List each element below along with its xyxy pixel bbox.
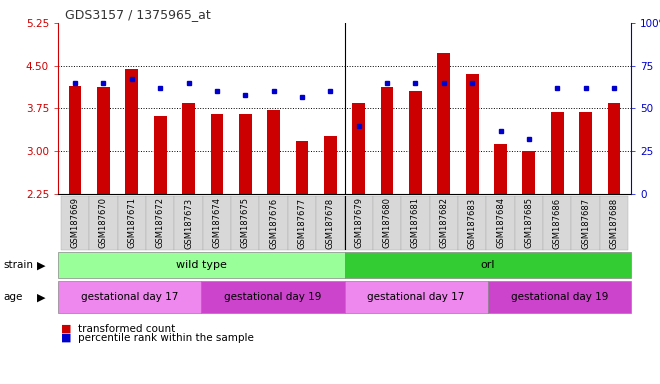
Text: GSM187681: GSM187681 — [411, 197, 420, 248]
Bar — [69, 86, 81, 194]
Bar — [125, 69, 138, 194]
FancyBboxPatch shape — [174, 196, 203, 250]
Text: GSM187676: GSM187676 — [269, 197, 278, 248]
Bar — [296, 141, 308, 194]
FancyBboxPatch shape — [373, 196, 401, 250]
FancyBboxPatch shape — [543, 196, 572, 250]
FancyBboxPatch shape — [203, 196, 231, 250]
FancyBboxPatch shape — [430, 196, 458, 250]
Text: gestational day 19: gestational day 19 — [224, 292, 321, 302]
FancyBboxPatch shape — [316, 196, 345, 250]
Text: GSM187674: GSM187674 — [213, 197, 221, 248]
Bar — [579, 113, 592, 194]
FancyBboxPatch shape — [61, 196, 89, 250]
Text: GDS3157 / 1375965_at: GDS3157 / 1375965_at — [65, 8, 211, 21]
Text: gestational day 19: gestational day 19 — [511, 292, 608, 302]
Text: gestational day 17: gestational day 17 — [81, 292, 178, 302]
Text: ■: ■ — [61, 333, 72, 343]
Bar — [438, 53, 450, 194]
Text: ▶: ▶ — [38, 292, 46, 302]
Text: GSM187687: GSM187687 — [581, 197, 590, 248]
Text: GSM187669: GSM187669 — [71, 197, 80, 248]
Bar — [154, 116, 166, 194]
Text: GSM187679: GSM187679 — [354, 197, 363, 248]
FancyBboxPatch shape — [458, 196, 486, 250]
Text: GSM187672: GSM187672 — [156, 197, 165, 248]
Bar — [381, 88, 393, 194]
Bar — [466, 74, 478, 194]
FancyBboxPatch shape — [600, 196, 628, 250]
Text: GSM187678: GSM187678 — [326, 197, 335, 248]
FancyBboxPatch shape — [515, 196, 543, 250]
FancyBboxPatch shape — [288, 196, 316, 250]
Bar — [523, 151, 535, 194]
Bar — [324, 136, 337, 194]
Text: transformed count: transformed count — [78, 324, 175, 334]
Bar — [608, 103, 620, 194]
FancyBboxPatch shape — [401, 196, 430, 250]
Text: GSM187671: GSM187671 — [127, 197, 137, 248]
Text: GSM187682: GSM187682 — [440, 197, 448, 248]
Text: GSM187675: GSM187675 — [241, 197, 249, 248]
Bar — [494, 144, 507, 194]
Text: GSM187677: GSM187677 — [298, 197, 306, 248]
Text: ■: ■ — [61, 324, 72, 334]
FancyBboxPatch shape — [117, 196, 146, 250]
Bar — [211, 114, 223, 194]
Bar — [267, 110, 280, 194]
Text: GSM187670: GSM187670 — [99, 197, 108, 248]
FancyBboxPatch shape — [486, 196, 515, 250]
FancyBboxPatch shape — [345, 196, 373, 250]
Bar — [239, 114, 251, 194]
Text: strain: strain — [3, 260, 33, 270]
Text: GSM187673: GSM187673 — [184, 197, 193, 248]
Bar — [352, 103, 365, 194]
Text: wild type: wild type — [176, 260, 227, 270]
Text: orl: orl — [480, 260, 495, 270]
Text: ▶: ▶ — [38, 260, 46, 270]
FancyBboxPatch shape — [146, 196, 174, 250]
Bar — [551, 113, 564, 194]
Text: GSM187683: GSM187683 — [468, 197, 477, 248]
Bar — [97, 88, 110, 194]
Text: GSM187686: GSM187686 — [552, 197, 562, 248]
FancyBboxPatch shape — [259, 196, 288, 250]
Text: gestational day 17: gestational day 17 — [368, 292, 465, 302]
FancyBboxPatch shape — [89, 196, 117, 250]
Text: percentile rank within the sample: percentile rank within the sample — [78, 333, 253, 343]
Text: GSM187684: GSM187684 — [496, 197, 505, 248]
FancyBboxPatch shape — [572, 196, 600, 250]
Text: GSM187688: GSM187688 — [609, 197, 618, 248]
Text: GSM187680: GSM187680 — [383, 197, 391, 248]
Text: age: age — [3, 292, 22, 302]
FancyBboxPatch shape — [231, 196, 259, 250]
Text: GSM187685: GSM187685 — [524, 197, 533, 248]
Bar — [409, 91, 422, 194]
Bar — [182, 103, 195, 194]
